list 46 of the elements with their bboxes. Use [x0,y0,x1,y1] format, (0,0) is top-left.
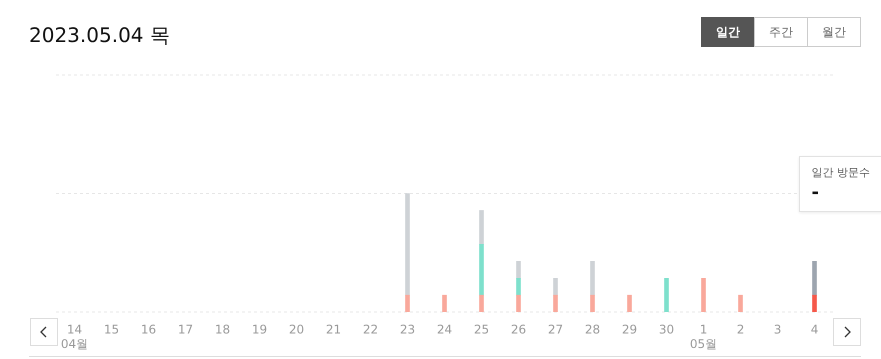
x-tick-label: 24 [436,322,452,337]
x-tick-label: 2 [736,322,744,337]
x-tick-label: 21 [326,322,342,337]
x-tick-label: 30 [658,322,674,337]
bar [664,278,669,312]
bar [590,260,595,296]
x-tick-label: 27 [548,322,564,337]
x-tick-label: 3 [774,322,782,337]
bar [590,294,595,312]
x-tick-label: 26 [510,322,526,337]
bar [516,260,521,279]
bar [516,278,521,296]
text: 일간 [701,17,755,47]
bar [738,294,743,312]
bar [553,294,558,312]
x-tick-label: 15 [104,322,120,337]
x-tick-label: 1 05월 [690,322,718,351]
bar [812,260,817,296]
x-tick-label: 28 [584,322,600,337]
bar [479,294,484,312]
bar [405,193,410,296]
text: 주간 [754,17,808,47]
x-tick-label: 20 [288,322,304,337]
bar [812,294,817,312]
bar [479,244,484,296]
x-tick-label: 17 [178,322,194,337]
bar [701,278,706,312]
x-tick-label: 25 [474,322,490,337]
annotation: - [812,182,820,203]
x-tick-label: 14 04월 [60,322,88,351]
bar [627,294,632,312]
bar [479,210,484,245]
bar [405,294,410,312]
x-tick-label: 4 [810,322,818,337]
x-tick-label: 22 [362,322,378,337]
x-tick-label: 23 [400,322,416,337]
x-tick-label: 18 [214,322,230,337]
bar [553,278,558,296]
x-tick-label: 29 [622,322,638,337]
text: 월간 [807,17,861,47]
x-tick-label: 19 [252,322,268,337]
x-tick-label: 16 [140,322,156,337]
bar [442,294,447,312]
text: 일간 방문수 [812,166,870,179]
bar [516,294,521,312]
chart-title: 2023.05.04 목 [29,22,170,49]
